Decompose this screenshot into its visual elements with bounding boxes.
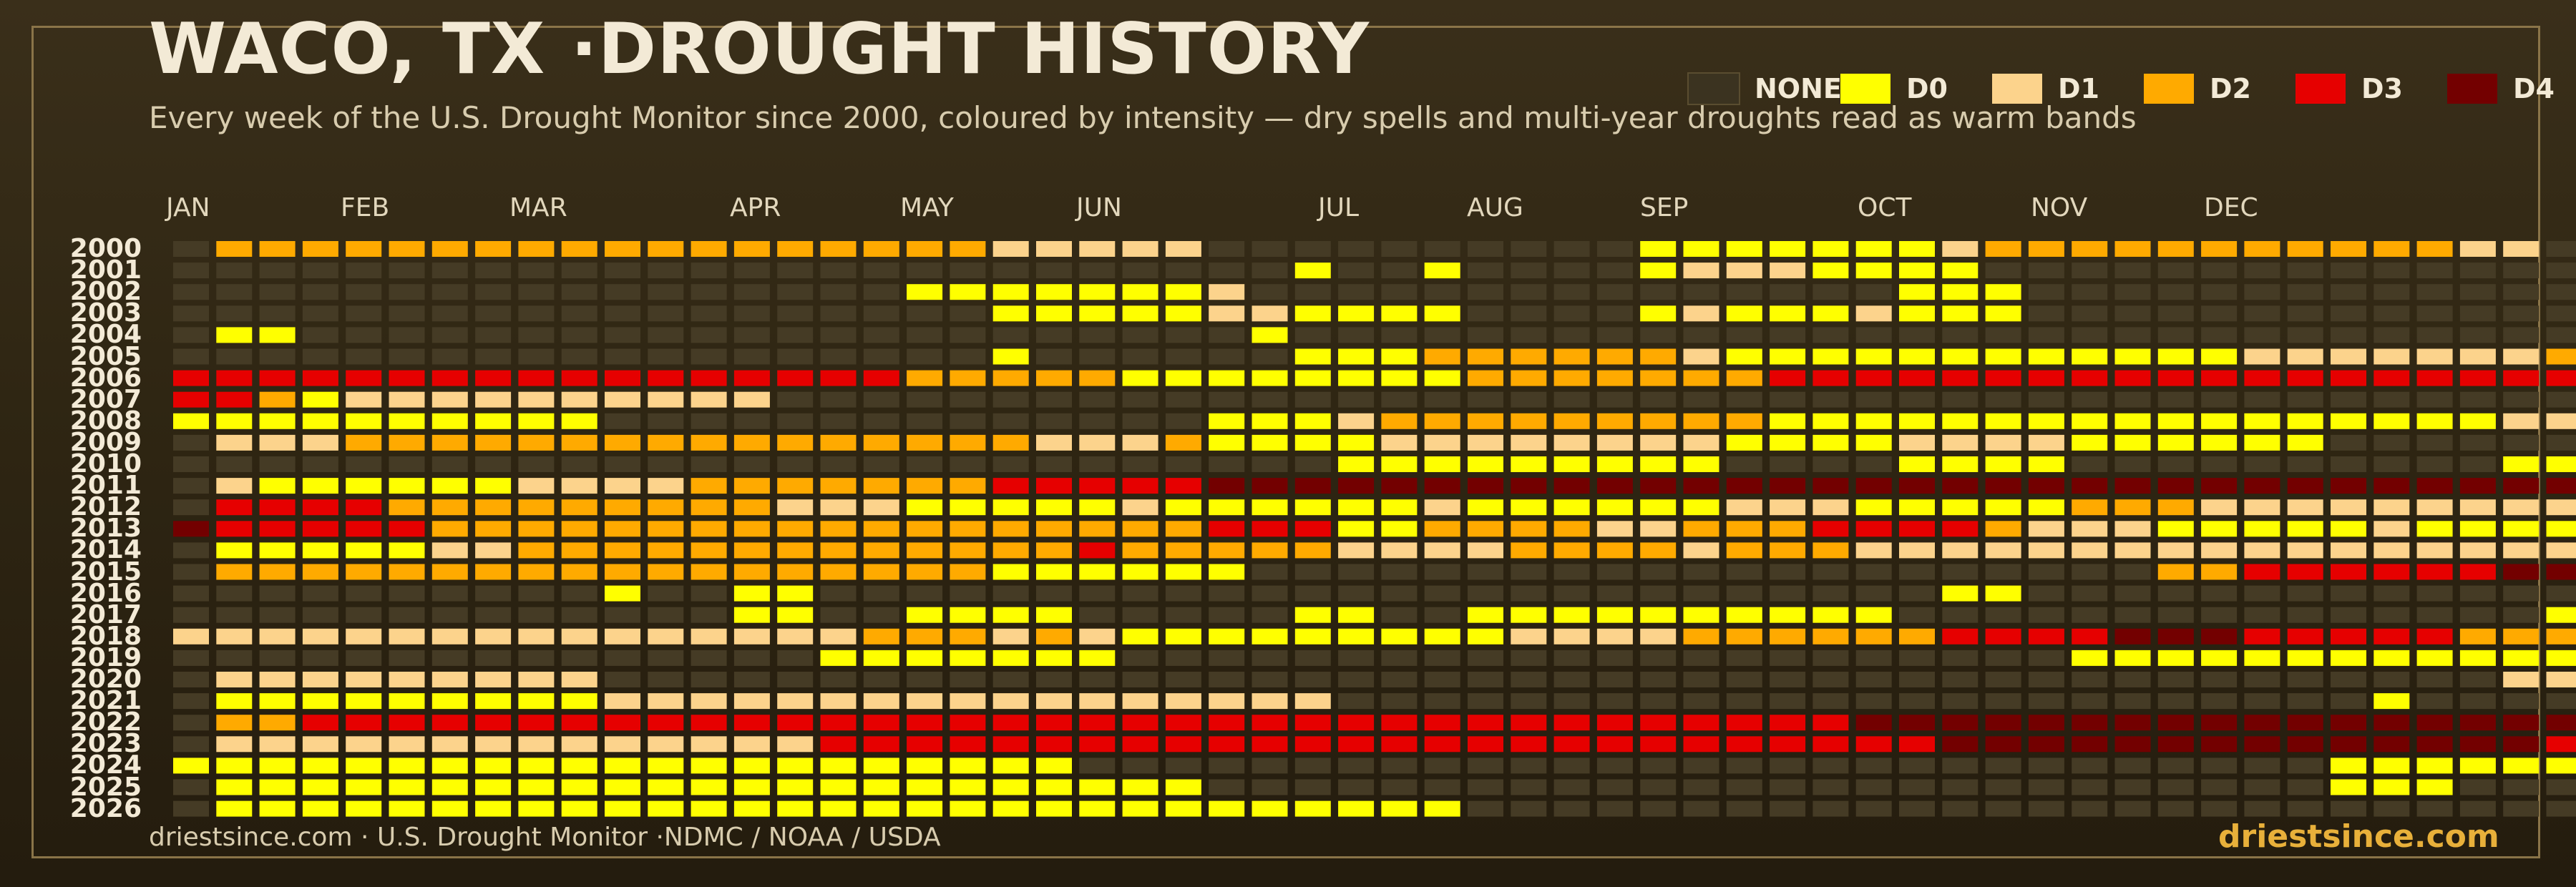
year-tick-label: 2005 — [69, 341, 142, 371]
year-tick-label: 2013 — [69, 514, 142, 544]
legend-label: D1 — [2058, 73, 2099, 104]
year-tick-label: 2024 — [69, 750, 142, 780]
chart-frame — [31, 26, 2540, 858]
month-tick-label: DEC — [2204, 193, 2258, 222]
year-tick-label: 2001 — [69, 255, 142, 285]
heatmap-cell — [2546, 564, 2576, 580]
year-tick-label: 2021 — [69, 686, 142, 716]
year-tick-label: 2004 — [69, 320, 142, 350]
year-tick-label: 2012 — [69, 492, 142, 522]
month-tick-label: SEP — [1640, 193, 1689, 222]
year-tick-label: 2010 — [69, 449, 142, 479]
heatmap-cell — [2546, 478, 2576, 494]
heatmap-cell — [2546, 284, 2576, 300]
legend-swatch-d1 — [1992, 74, 2042, 104]
heatmap-cell — [2546, 370, 2576, 386]
year-tick-label: 2018 — [69, 621, 142, 651]
heatmap-cell — [2546, 779, 2576, 795]
year-tick-label: 2020 — [69, 665, 142, 694]
year-tick-label: 2000 — [69, 234, 142, 263]
heatmap-cell — [2546, 736, 2576, 753]
heatmap-cell — [2546, 434, 2576, 451]
legend-swatch-d4 — [2447, 74, 2497, 104]
legend-label: D0 — [1906, 73, 1948, 104]
year-tick-label: 2003 — [69, 298, 142, 328]
legend-swatch-d0 — [1840, 74, 1890, 104]
year-tick-label: 2002 — [69, 277, 142, 307]
legend-swatch-none — [1687, 72, 1740, 105]
source-credit: driestsince.com · U.S. Drought Monitor ·… — [149, 823, 941, 852]
year-tick-label: 2026 — [69, 793, 142, 823]
heatmap-cell — [2546, 348, 2576, 365]
month-tick-label: MAY — [900, 193, 954, 222]
year-tick-label: 2011 — [69, 471, 142, 501]
year-tick-label: 2008 — [69, 406, 142, 436]
heatmap-cell — [2546, 607, 2576, 623]
heatmap-cell — [2546, 413, 2576, 429]
heatmap-cell — [2546, 585, 2576, 602]
year-tick-label: 2025 — [69, 772, 142, 802]
year-tick-label: 2014 — [69, 535, 142, 565]
heatmap-cell — [2546, 800, 2576, 817]
page-subtitle: Every week of the U.S. Drought Monitor s… — [149, 100, 2137, 135]
legend-label: NONE — [1755, 73, 1842, 104]
month-tick-label: APR — [730, 193, 781, 222]
heatmap-cell — [2546, 391, 2576, 408]
month-tick-label: FEB — [341, 193, 390, 222]
year-tick-label: 2015 — [69, 557, 142, 587]
month-tick-label: AUG — [1467, 193, 1523, 222]
year-tick-label: 2023 — [69, 729, 142, 759]
heatmap-cell — [2546, 499, 2576, 516]
legend-label: D3 — [2361, 73, 2403, 104]
year-tick-label: 2006 — [69, 363, 142, 393]
heatmap-cell — [2546, 650, 2576, 666]
heatmap-cell — [2546, 327, 2576, 343]
heatmap-cell — [2546, 263, 2576, 279]
legend-label: D4 — [2513, 73, 2555, 104]
heatmap-cell — [2546, 628, 2576, 645]
heatmap-cell — [2546, 521, 2576, 537]
heatmap-cell — [2546, 305, 2576, 322]
heatmap-cell — [2546, 693, 2576, 710]
year-tick-label: 2022 — [69, 707, 142, 737]
heatmap-cell — [2546, 672, 2576, 687]
legend-swatch-d2 — [2144, 74, 2194, 104]
heatmap-cell — [2546, 758, 2576, 774]
month-tick-label: JUL — [1318, 193, 1360, 222]
month-tick-label: MAR — [509, 193, 567, 222]
legend-label: D2 — [2210, 73, 2251, 104]
year-tick-label: 2007 — [69, 384, 142, 414]
year-tick-label: 2017 — [69, 599, 142, 629]
heatmap-cell — [2546, 241, 2576, 257]
heatmap-cell — [2546, 715, 2576, 731]
heatmap-cell — [2546, 456, 2576, 472]
year-tick-label: 2019 — [69, 642, 142, 672]
brand-watermark: driestsince.com — [2218, 818, 2499, 855]
year-tick-label: 2016 — [69, 578, 142, 608]
month-tick-label: NOV — [2031, 193, 2088, 222]
month-tick-label: JUN — [1076, 193, 1122, 222]
month-tick-label: OCT — [1858, 193, 1912, 222]
heatmap-cell — [2546, 542, 2576, 559]
legend-swatch-d3 — [2296, 74, 2346, 104]
month-tick-label: JAN — [166, 193, 210, 222]
year-tick-label: 2009 — [69, 427, 142, 457]
page-title: WACO, TX ·DROUGHT HISTORY — [149, 9, 1370, 90]
